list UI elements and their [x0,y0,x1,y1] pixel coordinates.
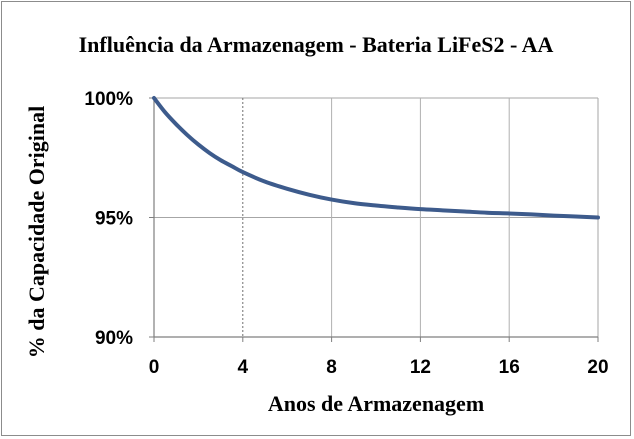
x-tick-label: 4 [238,357,249,378]
y-tick-labels: 90% 95% 100% [84,89,133,349]
y-tick-label: 90% [95,328,133,349]
series-line [152,96,600,220]
x-tick-label: 8 [326,357,337,378]
x-tick-label: 0 [149,357,160,378]
x-tick-labels: 0 4 8 12 16 20 [149,357,609,378]
x-tick-label: 12 [410,357,431,378]
series-layer [152,96,600,220]
axis-layer [149,97,599,342]
x-axis-title: Anos de Armazenagem [268,391,484,416]
y-tick-label: 95% [95,209,133,230]
x-tick-label: 20 [587,357,608,378]
x-tick-label: 16 [499,357,520,378]
chart-title: Influência da Armazenagem - Bateria LiFe… [79,32,554,57]
grid-layer [154,97,599,337]
y-axis-title: % da Capacidade Original [24,106,49,358]
y-tick-label: 100% [84,89,133,110]
